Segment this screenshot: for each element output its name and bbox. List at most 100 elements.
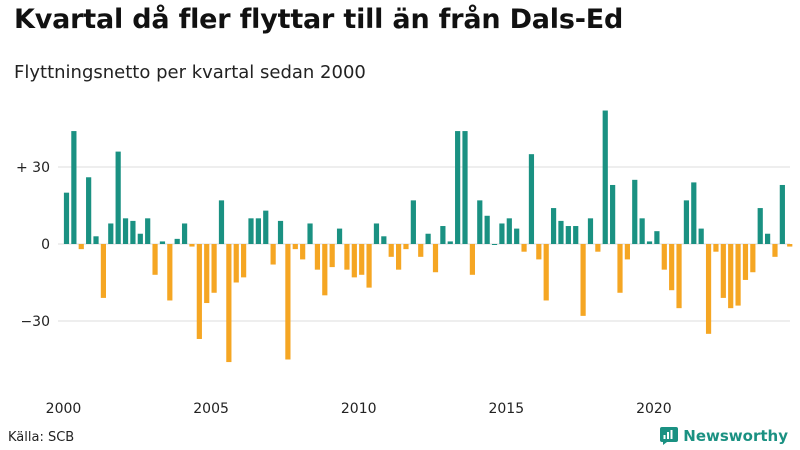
bar	[336, 228, 343, 244]
bar	[720, 244, 726, 298]
bar	[602, 110, 608, 244]
bar	[403, 244, 409, 250]
bar	[373, 223, 380, 244]
bar	[462, 131, 468, 244]
bar	[455, 131, 461, 244]
bar	[705, 244, 712, 334]
bar	[550, 208, 557, 244]
chart-subtitle: Flyttningsnetto per kvartal sedan 2000	[14, 62, 366, 83]
bar	[565, 226, 571, 244]
bar	[735, 244, 741, 306]
bar	[676, 244, 682, 309]
bar	[78, 244, 84, 250]
bars	[63, 110, 793, 363]
bar	[167, 244, 173, 301]
bar	[233, 244, 239, 283]
bar	[93, 236, 99, 244]
bar	[174, 238, 180, 244]
bar	[137, 233, 143, 244]
bar	[772, 244, 778, 257]
bar	[255, 218, 261, 244]
bar	[248, 218, 254, 244]
bar	[757, 208, 763, 244]
bar	[263, 210, 269, 244]
bar	[285, 244, 291, 360]
bar	[728, 244, 734, 309]
bar	[277, 220, 284, 244]
x-tick-label: 2005	[193, 401, 229, 417]
bar	[661, 244, 667, 270]
x-tick-label: 2000	[46, 401, 82, 417]
bar	[573, 226, 579, 244]
bar	[329, 244, 335, 268]
y-tick-label: + 30	[16, 160, 50, 176]
bar	[145, 218, 151, 244]
x-tick-label: 2015	[488, 401, 524, 417]
bar	[432, 244, 439, 273]
bar	[536, 244, 542, 260]
bar	[122, 218, 129, 244]
bar	[595, 244, 601, 252]
bar	[241, 244, 247, 278]
bar	[499, 223, 505, 244]
bar	[366, 244, 372, 288]
bar	[108, 223, 114, 244]
bar	[469, 244, 475, 275]
bar	[654, 231, 660, 244]
bar	[86, 177, 92, 244]
bar	[100, 244, 106, 298]
bar	[683, 200, 690, 244]
bar	[351, 244, 357, 278]
bar	[300, 244, 306, 260]
bar	[115, 151, 121, 244]
bar	[617, 244, 623, 293]
y-tick-label: 0	[41, 237, 50, 253]
bar	[189, 244, 195, 247]
bar	[528, 154, 535, 244]
bar	[292, 244, 298, 250]
bar	[204, 244, 210, 304]
bar	[610, 184, 616, 244]
newsworthy-logo-icon	[660, 427, 679, 445]
bar	[152, 244, 158, 275]
bar	[396, 244, 402, 270]
bar	[787, 244, 793, 247]
bar	[425, 233, 431, 244]
bar	[765, 233, 771, 244]
bar	[713, 244, 719, 252]
bar	[440, 226, 446, 244]
bar	[587, 218, 594, 244]
x-tick-label: 2010	[341, 401, 377, 417]
bar	[226, 244, 232, 363]
bar	[521, 244, 527, 252]
bar	[322, 244, 328, 296]
brand-logo[interactable]: Newsworthy	[660, 427, 788, 445]
bar	[779, 184, 785, 244]
bar	[632, 179, 638, 244]
bar	[669, 244, 675, 291]
source-label: Källa: SCB	[8, 430, 75, 445]
brand-name: Newsworthy	[683, 427, 788, 445]
bar	[484, 215, 490, 244]
bar	[750, 244, 756, 273]
y-axis-ticks: + 30 0 −30	[16, 160, 50, 330]
bar	[543, 244, 549, 301]
bar	[698, 228, 704, 244]
bar	[63, 192, 70, 244]
bar	[130, 220, 136, 244]
bar	[314, 244, 321, 270]
bar	[218, 200, 225, 244]
bar	[181, 223, 188, 244]
bar	[270, 244, 276, 265]
bar	[624, 244, 630, 260]
bar	[447, 241, 453, 244]
bar	[344, 244, 350, 270]
chart-title: Kvartal då fler flyttar till än från Dal…	[14, 4, 624, 35]
bar	[477, 200, 483, 244]
bar	[506, 218, 512, 244]
bar	[514, 228, 520, 244]
bar	[639, 218, 645, 244]
bar	[388, 244, 394, 257]
bar	[196, 244, 202, 339]
bar	[359, 244, 365, 275]
